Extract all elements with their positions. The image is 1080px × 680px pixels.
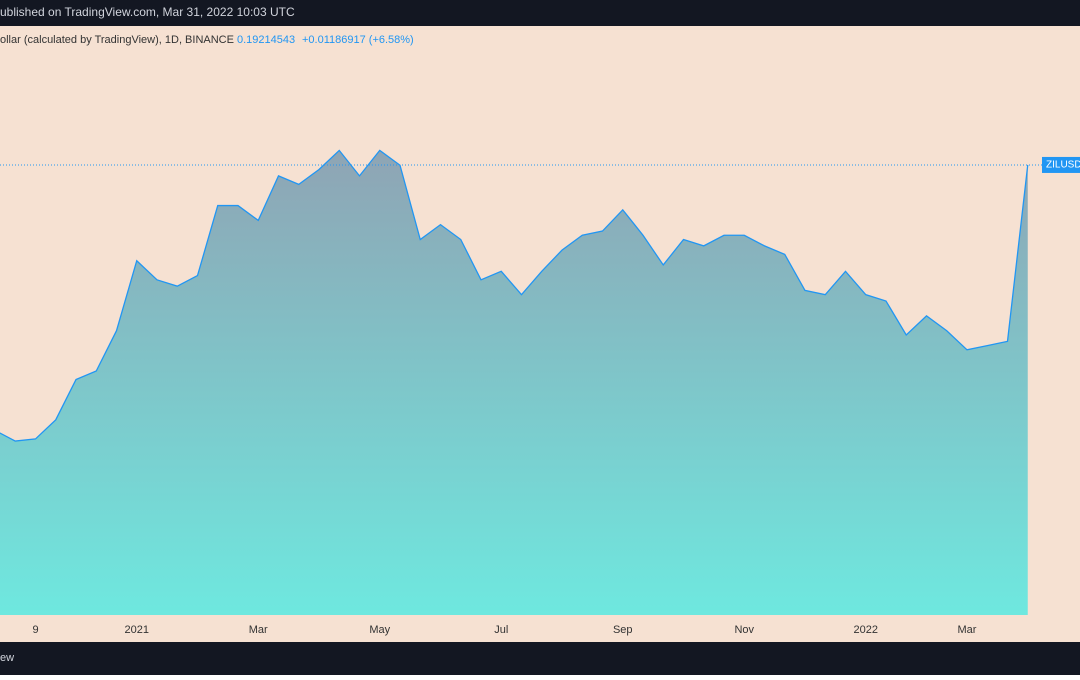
x-tick-label: Sep	[613, 624, 633, 636]
bottom-bar	[0, 642, 1080, 675]
price-tag-bg	[1042, 156, 1080, 173]
legend-change: +0.01186917 (+6.58%)	[302, 34, 414, 46]
x-tick-label: May	[369, 624, 390, 636]
legend-last: 0.19214543	[237, 34, 295, 46]
x-tick-label: 9	[32, 624, 38, 636]
area-fill	[0, 150, 1028, 615]
plot: ZILUSD	[0, 149, 1080, 615]
published: ublished on TradingView.com, Mar 31, 202…	[0, 5, 295, 19]
x-tick-label: Nov	[734, 624, 754, 636]
x-tick-label: Mar	[958, 624, 977, 636]
x-tick-label: Mar	[249, 624, 268, 636]
x-tick-label: 2022	[854, 624, 878, 636]
price-line	[0, 149, 1029, 442]
brand: ew	[0, 652, 14, 664]
top-bar	[0, 0, 1080, 26]
price-tag: ZILUSD	[1046, 160, 1080, 171]
x-tick-label: Jul	[494, 624, 508, 636]
x-tick-label: 2021	[125, 624, 149, 636]
legend-symbol: ollar (calculated by TradingView), 1D, B…	[0, 34, 234, 46]
